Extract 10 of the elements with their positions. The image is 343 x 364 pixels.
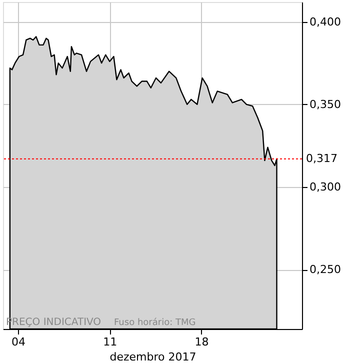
x-tick-label: 18 <box>194 336 209 348</box>
y-tick-label: 0,300 <box>310 180 341 194</box>
y-tick-label: 0,350 <box>310 98 341 111</box>
y-tick-label: 0,400 <box>310 15 341 28</box>
ref-line-label: 0,317 <box>306 152 338 165</box>
y-tick-label: 0,250 <box>310 263 341 276</box>
x-tick-label: 11 <box>103 336 118 348</box>
x-axis-title: dezembro 2017 <box>110 350 196 364</box>
x-tick-label: 04 <box>12 336 26 348</box>
annotation: Fuso horário: TMG <box>114 317 196 328</box>
